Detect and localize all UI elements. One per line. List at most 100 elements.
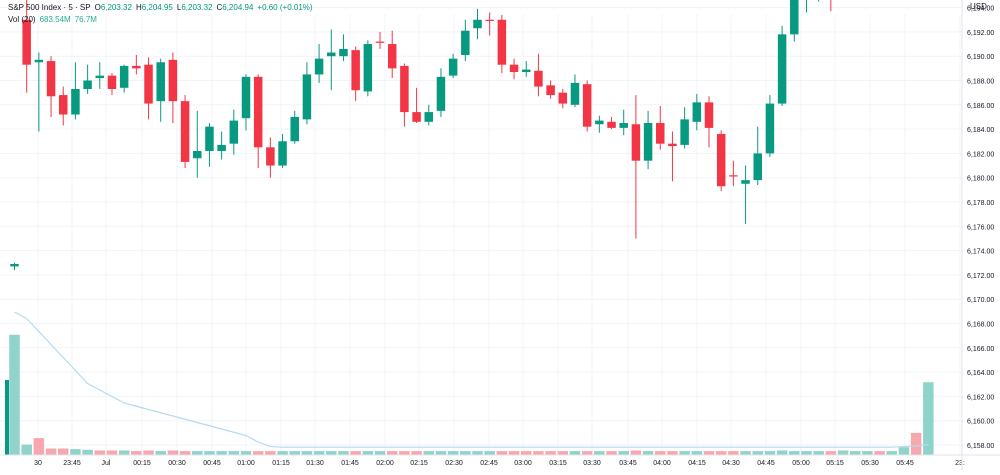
chart-legend: S&P 500 Index · 5 · SP O 6,203.32 H 6,204.… <box>8 2 313 26</box>
y-tick-label: 6,182.00 <box>967 151 994 158</box>
volume-bar <box>764 451 776 455</box>
candle-body <box>668 143 677 147</box>
candle-body <box>83 80 92 90</box>
x-tick-label: 04:15 <box>688 460 706 467</box>
candle-body <box>619 123 628 128</box>
candle-body <box>595 120 604 125</box>
y-tick-label: 6,160.00 <box>967 419 994 426</box>
volume-bar <box>265 451 276 455</box>
candle-body <box>95 75 105 79</box>
candle-body <box>10 263 19 267</box>
volume-bar <box>411 451 422 455</box>
candle-body <box>351 50 360 91</box>
candle-body <box>704 102 714 128</box>
volume-bar <box>131 451 142 455</box>
candle-body <box>253 76 263 148</box>
volume-bar <box>216 451 227 455</box>
y-tick-label: 6,176.00 <box>967 224 994 231</box>
y-tick-label: 6,186.00 <box>967 103 994 110</box>
candle-body <box>753 153 762 181</box>
candle-body <box>266 147 275 166</box>
volume-bar <box>70 449 81 455</box>
candle-body <box>473 19 482 29</box>
volume-bar <box>240 451 252 455</box>
volume-bar <box>33 438 45 455</box>
volume-label: Vol (20) <box>8 15 36 24</box>
volume-bar <box>179 451 191 455</box>
candle-body <box>790 0 799 35</box>
candle-body <box>241 76 251 119</box>
x-tick-label: 00:30 <box>168 460 186 467</box>
y-tick-label: 6,192.00 <box>967 30 994 37</box>
volume-bar <box>874 451 885 455</box>
x-tick-label: 23:45 <box>63 460 81 467</box>
candle-body <box>71 89 80 115</box>
volume-bar <box>313 451 325 455</box>
volume-bar <box>57 448 69 455</box>
volume-legend-row: Vol (20) 683.54M 76.7M <box>8 14 313 26</box>
candle-body <box>521 69 531 72</box>
open-label: O <box>94 3 101 12</box>
volume-bar <box>289 451 300 455</box>
candle-body <box>168 59 178 102</box>
y-tick-label: 6,164.00 <box>967 370 994 377</box>
volume-bar <box>910 432 922 455</box>
candle-body <box>119 65 129 88</box>
y-tick-label: 6,184.00 <box>967 127 994 134</box>
x-tick-label: 01:30 <box>306 460 324 467</box>
candle-body <box>46 61 56 97</box>
candle-body <box>193 150 202 159</box>
candle-body <box>729 175 738 177</box>
volume-bar <box>472 451 483 455</box>
volume-bar <box>106 450 118 455</box>
x-tick-label: 02:45 <box>480 460 498 467</box>
volume-ma-line <box>14 311 929 448</box>
candle-body <box>558 92 568 104</box>
candle-body <box>461 30 470 55</box>
volume-bar <box>606 451 617 455</box>
low-label: L <box>176 3 182 12</box>
volume-bar <box>386 451 398 455</box>
candle-body <box>631 124 641 161</box>
y-tick-label: 6,158.00 <box>967 443 994 450</box>
x-tick-label: 03:45 <box>619 460 637 467</box>
volume-bar <box>82 449 93 455</box>
volume-bar <box>789 451 800 455</box>
candle-body <box>363 44 373 92</box>
volume-bar <box>447 451 459 455</box>
x-tick-label: 00:15 <box>133 460 151 467</box>
candle-body <box>448 58 458 76</box>
volume-bar <box>94 450 106 455</box>
x-tick-label: Jul <box>102 460 111 467</box>
volume-bar <box>557 451 569 455</box>
y-tick-label: 6,174.00 <box>967 249 994 256</box>
x-tick-label: 05:45 <box>896 460 914 467</box>
volume-bar <box>642 451 654 455</box>
volume-bar <box>460 451 471 455</box>
volume-bar <box>630 450 642 455</box>
volume-bar <box>776 450 788 455</box>
x-tick-label: 00:45 <box>203 460 221 467</box>
candle-body <box>607 121 616 128</box>
volume-bar <box>252 451 264 455</box>
volume-bar <box>362 451 374 455</box>
volume-bar <box>435 451 447 455</box>
y-tick-label: 6,168.00 <box>967 322 994 329</box>
x-tick-label: 01:00 <box>237 460 255 467</box>
volume-bar <box>204 451 215 455</box>
grid-lines <box>0 7 962 455</box>
high-label: H <box>135 3 142 12</box>
candle-body <box>412 112 421 122</box>
currency-label: USD <box>970 2 987 11</box>
volume-bar <box>923 382 934 455</box>
x-tick-label: 30 <box>34 460 42 467</box>
volume-value: 683.54M <box>39 15 71 24</box>
volume-bar <box>45 448 57 455</box>
open-value: 6,203.32 <box>100 3 132 12</box>
candle-body <box>375 41 385 43</box>
volume-bar <box>703 451 715 455</box>
volume-bar <box>508 451 520 455</box>
volume-bar <box>143 450 154 455</box>
